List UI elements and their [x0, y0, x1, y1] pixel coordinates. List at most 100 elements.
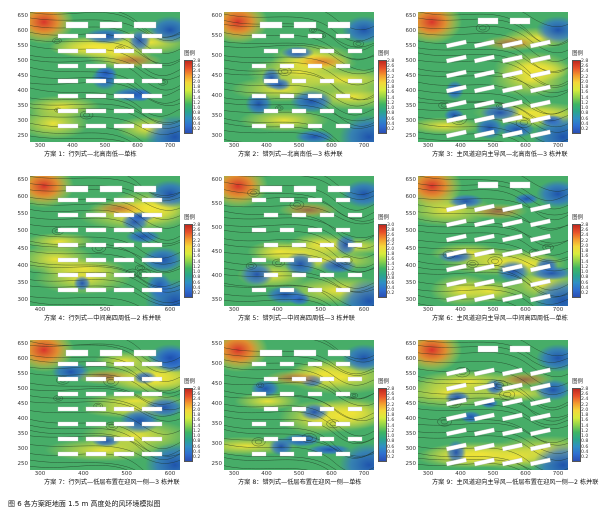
y-tick-label: 400 — [405, 262, 417, 269]
legend-tick: 2.6 — [387, 392, 395, 398]
y-tick-label: 550 — [405, 43, 417, 49]
y-tick-label: 350 — [405, 279, 417, 286]
wind-field-plot — [224, 176, 374, 306]
legend-tick: 1.4 — [581, 95, 589, 101]
y-tick-label: 300 — [405, 118, 417, 124]
y-tick-label: 250 — [211, 461, 223, 467]
legend-tick: 2.8 — [581, 387, 589, 392]
legend-tick: 1.2 — [387, 100, 395, 106]
x-tick-label: 400 — [261, 143, 272, 149]
y-tick-label: 350 — [211, 421, 223, 427]
wind-field-plot — [224, 12, 374, 142]
legend-tick: 2.2 — [581, 238, 589, 244]
legend-title: 图例 — [184, 215, 196, 221]
legend-tick: 2.4 — [193, 397, 201, 403]
y-tick-label: 350 — [17, 431, 29, 437]
panel-caption: 方案 7：行列式—低层布置在迎风一侧—3 栋并联 — [44, 479, 180, 486]
legend-tick: 1.8 — [387, 85, 395, 91]
y-tick-label: 450 — [17, 245, 29, 252]
legend-tick: 1.6 — [581, 418, 589, 424]
legend-tick: 1.0 — [193, 270, 201, 276]
panel-caption: 方案 1：行列式—北高南低—单栋 — [44, 151, 137, 158]
legend-tick: 2.8 — [387, 59, 395, 64]
legend-tick: 2.4 — [581, 397, 589, 403]
legend-tick: 1.0 — [581, 434, 589, 440]
y-tick-label: 300 — [405, 446, 417, 452]
x-tick-label: 300 — [228, 143, 240, 149]
x-tick-label: 300 — [228, 307, 240, 313]
legend-title: 图例 — [184, 51, 196, 57]
legend-tick: 0.4 — [193, 121, 201, 127]
scheme-panel-7: 650 600 550 500 450 400 350 300 250 300 400 500 600 图… — [12, 336, 208, 498]
legend-title: 图例 — [572, 379, 584, 385]
legend-tick: 2.4 — [581, 233, 589, 239]
x-tick-label: 500 — [315, 307, 326, 313]
y-tick-label: 550 — [211, 341, 223, 347]
y-tick-label: 550 — [17, 211, 29, 218]
legend-tick: 2.8 — [581, 223, 589, 228]
legend-tick: 1.8 — [581, 413, 589, 419]
legend-tick: 1.0 — [581, 106, 589, 112]
legend-tick: 0.2 — [581, 455, 589, 460]
y-tick-label: 350 — [17, 103, 29, 109]
x-tick-label: 400 — [455, 307, 466, 313]
y-tick-label: 450 — [405, 245, 417, 252]
legend-tick: 2.8 — [387, 387, 395, 392]
y-tick-label: 500 — [17, 386, 29, 392]
legend-tick: 0.2 — [193, 455, 201, 460]
y-tick-label: 450 — [211, 381, 223, 387]
legend-tick: 2.2 — [581, 402, 589, 408]
y-tick-label: 600 — [211, 177, 223, 183]
wind-field-plot — [224, 340, 374, 470]
x-tick-label: 400 — [455, 143, 466, 149]
legend-tick: 0.2 — [193, 127, 201, 132]
x-tick-label: 500 — [487, 307, 499, 313]
legend-tick: 1.4 — [387, 261, 395, 267]
y-tick-label: 450 — [211, 73, 223, 79]
y-tick-label: 650 — [405, 341, 417, 347]
y-tick-label: 650 — [405, 177, 417, 183]
legend-tick: 0.6 — [581, 280, 589, 286]
legend-tick: 2.0 — [193, 243, 201, 249]
legend-tick: 2.0 — [387, 79, 395, 85]
legend-tick: 1.8 — [387, 413, 395, 419]
y-tick-label: 600 — [211, 13, 223, 19]
legend-tick: 2.2 — [387, 242, 395, 248]
legend-tick: 0.8 — [193, 111, 201, 117]
x-tick-label: 700 — [552, 471, 564, 477]
x-tick-label: 400 — [272, 307, 283, 313]
scheme-panel-4: 650 600 550 500 450 400 350 300 400 500 600 图例 2.8 2.… — [12, 172, 208, 334]
y-tick-label: 300 — [17, 297, 29, 303]
legend-tick: 2.4 — [193, 233, 201, 239]
legend-tick: 2.0 — [387, 407, 395, 413]
legend-tick: 0.4 — [581, 285, 589, 291]
panel-caption: 方案 3：主风道迎向主导风—北高南低—3 栋并联 — [432, 151, 568, 158]
legend-tick: 2.6 — [387, 232, 395, 238]
legend-tick: 0.6 — [193, 116, 201, 122]
y-tick-label: 500 — [211, 53, 223, 59]
legend-tick: 2.4 — [581, 69, 589, 75]
y-tick-label: 300 — [17, 446, 29, 452]
legend-tick: 1.2 — [387, 428, 395, 434]
legend-tick: 1.8 — [581, 85, 589, 91]
legend-tick: 0.6 — [581, 116, 589, 122]
legend-tick: 2.6 — [193, 392, 201, 398]
y-tick-label: 350 — [211, 113, 223, 119]
x-tick-label: 400 — [67, 143, 78, 149]
legend-tick: 0.8 — [387, 439, 395, 445]
legend-tick: 1.8 — [193, 413, 201, 419]
legend-tick: 2.4 — [387, 237, 395, 243]
y-tick-label: 500 — [211, 225, 223, 231]
y-tick-label: 500 — [211, 361, 223, 367]
legend-tick: 2.0 — [581, 243, 589, 249]
color-bar — [378, 60, 387, 134]
legend-tick: 2.2 — [387, 74, 395, 80]
legend-tick: 1.6 — [387, 90, 395, 96]
scheme-panel-3: 650 600 550 500 450 400 350 300 250 300 400 500 600 7… — [400, 8, 596, 170]
y-tick-label: 250 — [17, 461, 29, 467]
y-tick-label: 250 — [17, 133, 29, 139]
legend-title: 图例 — [378, 215, 390, 221]
y-tick-label: 350 — [405, 103, 417, 109]
legend-tick: 2.0 — [581, 79, 589, 85]
